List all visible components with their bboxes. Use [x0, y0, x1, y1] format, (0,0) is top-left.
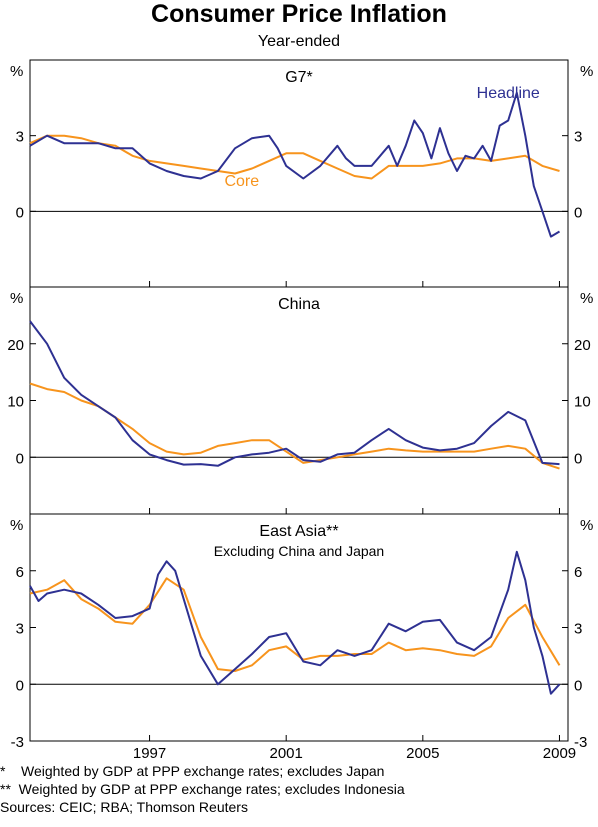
panel-1-ytick-label-left: 0	[16, 204, 24, 221]
panel-2-ytick-label-right: 0	[574, 450, 582, 467]
footnote-g7: * Weighted by GDP at PPP exchange rates;…	[0, 763, 385, 779]
footnote-sources: Sources: CEIC; RBA; Thomson Reuters	[0, 799, 248, 815]
panel-2-unit-right: %	[580, 290, 593, 307]
panel-1-ytick-label-left: 3	[16, 129, 24, 146]
panel-3-series-headline	[29, 550, 561, 695]
chart-subtitle: Year-ended	[257, 33, 341, 50]
panel-3-subtitle: Excluding China and Japan	[214, 543, 384, 559]
panel-3-ytick-label-left: 6	[16, 564, 24, 581]
panel-3-ytick-label-right: 6	[574, 564, 582, 581]
xtick-label: 2005	[406, 745, 439, 762]
panel-3-ytick-label-right: -3	[574, 734, 587, 751]
panel-1-legend-core: Core	[224, 173, 259, 190]
xtick-label: 2009	[543, 745, 576, 762]
panel-2-series-core	[29, 382, 560, 470]
xtick-label: 2001	[270, 745, 303, 762]
panel-1-title: G7*	[285, 69, 313, 86]
panel-1-unit-right: %	[580, 63, 593, 80]
panel-2-unit-left: %	[10, 290, 23, 307]
panel-3-unit-left: %	[10, 517, 23, 534]
panel-3-ytick-label-left: -3	[11, 734, 24, 751]
panel-2-ytick-label-left: 10	[7, 394, 24, 411]
panel-1-ytick-label-right: 0	[574, 204, 582, 221]
panel-2-ytick-label-left: 20	[7, 337, 24, 354]
panel-2-ytick-label-right: 10	[574, 394, 591, 411]
footnote-east-asia: ** Weighted by GDP at PPP exchange rates…	[0, 781, 405, 797]
panel-2-title: China	[278, 296, 320, 313]
panel-2-ytick-label-left: 0	[16, 450, 24, 467]
panel-3-series-core	[29, 577, 561, 672]
panel-2-series-headline	[29, 320, 560, 467]
panel-3-ytick-label-left: 3	[16, 621, 24, 638]
panel-1-unit-left: %	[10, 63, 23, 80]
chart-title: Consumer Price Inflation	[151, 0, 447, 28]
panel-3-title: East Asia**	[259, 523, 338, 540]
panel-3-ytick-label-left: 0	[16, 677, 24, 694]
panel-3-ytick-label-right: 0	[574, 677, 582, 694]
panel-1-ytick-label-right: 3	[574, 129, 582, 146]
panel-1-series-headline	[29, 91, 561, 238]
xtick-label: 1997	[133, 745, 166, 762]
panel-3-unit-right: %	[580, 517, 593, 534]
panel-3-ytick-label-right: 3	[574, 621, 582, 638]
panel-1-legend-headline: Headline	[477, 85, 540, 102]
panel-2-ytick-label-right: 20	[574, 337, 591, 354]
